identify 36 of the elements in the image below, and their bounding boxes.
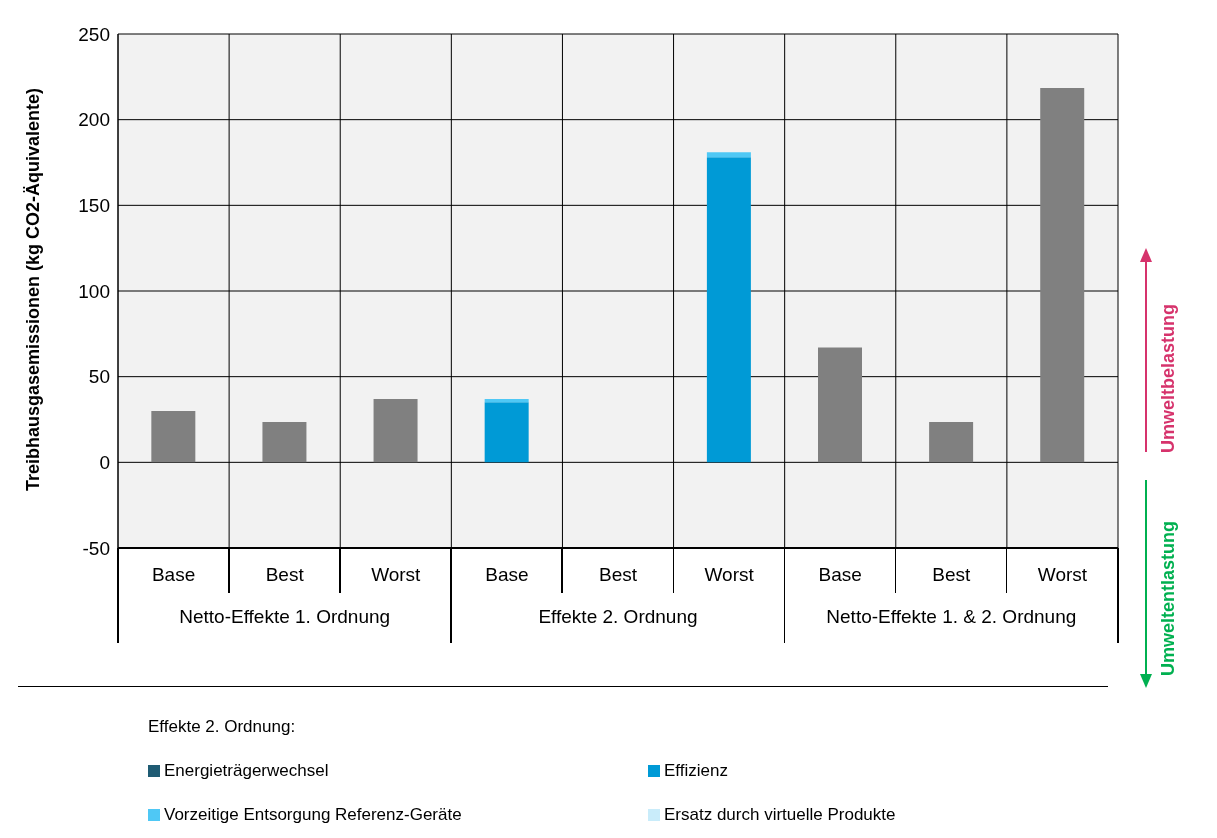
- legend-label: Energieträgerwechsel: [164, 761, 329, 781]
- x-tick-label: Best: [598, 564, 638, 586]
- bar: [262, 422, 307, 463]
- y-tick-label: 250: [78, 23, 110, 45]
- bar: [484, 402, 529, 463]
- bar: [706, 152, 751, 158]
- text: Netto-Effekte 1. & 2. Ordnung: [825, 606, 1078, 628]
- y-tick-label: 50: [88, 366, 110, 388]
- y-tick-label: 150: [78, 195, 110, 217]
- legend-label: Ersatz durch virtuelle Produkte: [664, 805, 896, 825]
- text: Effekte 2. Ordnung: [537, 606, 699, 628]
- x-tick-label: Best: [932, 564, 972, 586]
- x-tick-label: Base: [151, 564, 196, 586]
- bar: [1040, 87, 1085, 463]
- y-tick-label: -50: [82, 537, 110, 559]
- bar: [818, 347, 862, 463]
- x-tick-label: Base: [485, 564, 529, 586]
- bar: [706, 157, 751, 463]
- bar: [151, 410, 196, 463]
- legend-title: Effekte 2. Ordnung:: [148, 717, 297, 737]
- text: Netto-Effekte 1. Ordnung: [178, 606, 392, 628]
- y-tick-label: 200: [78, 109, 110, 131]
- text: Umweltentlastung: [1158, 520, 1179, 676]
- x-tick-label: Base: [818, 564, 862, 586]
- x-tick-label: Worst: [1037, 564, 1088, 586]
- y-tick-label: 0: [99, 452, 110, 474]
- bar: [929, 422, 974, 463]
- y-tick-label: 100: [78, 280, 110, 302]
- x-tick-label: Best: [265, 564, 305, 586]
- x-tick-label: Worst: [371, 564, 422, 586]
- bar: [373, 398, 418, 463]
- y-axis-title: Treibhausgasemissionen (kg CO2-Äquivalente): [23, 87, 44, 491]
- x-tick-label: Worst: [704, 564, 755, 586]
- text: Umweltbelastung: [1158, 303, 1179, 453]
- legend-label: Effizienz: [664, 761, 728, 781]
- legend-label: Vorzeitige Entsorgung Referenz-Geräte: [164, 805, 462, 825]
